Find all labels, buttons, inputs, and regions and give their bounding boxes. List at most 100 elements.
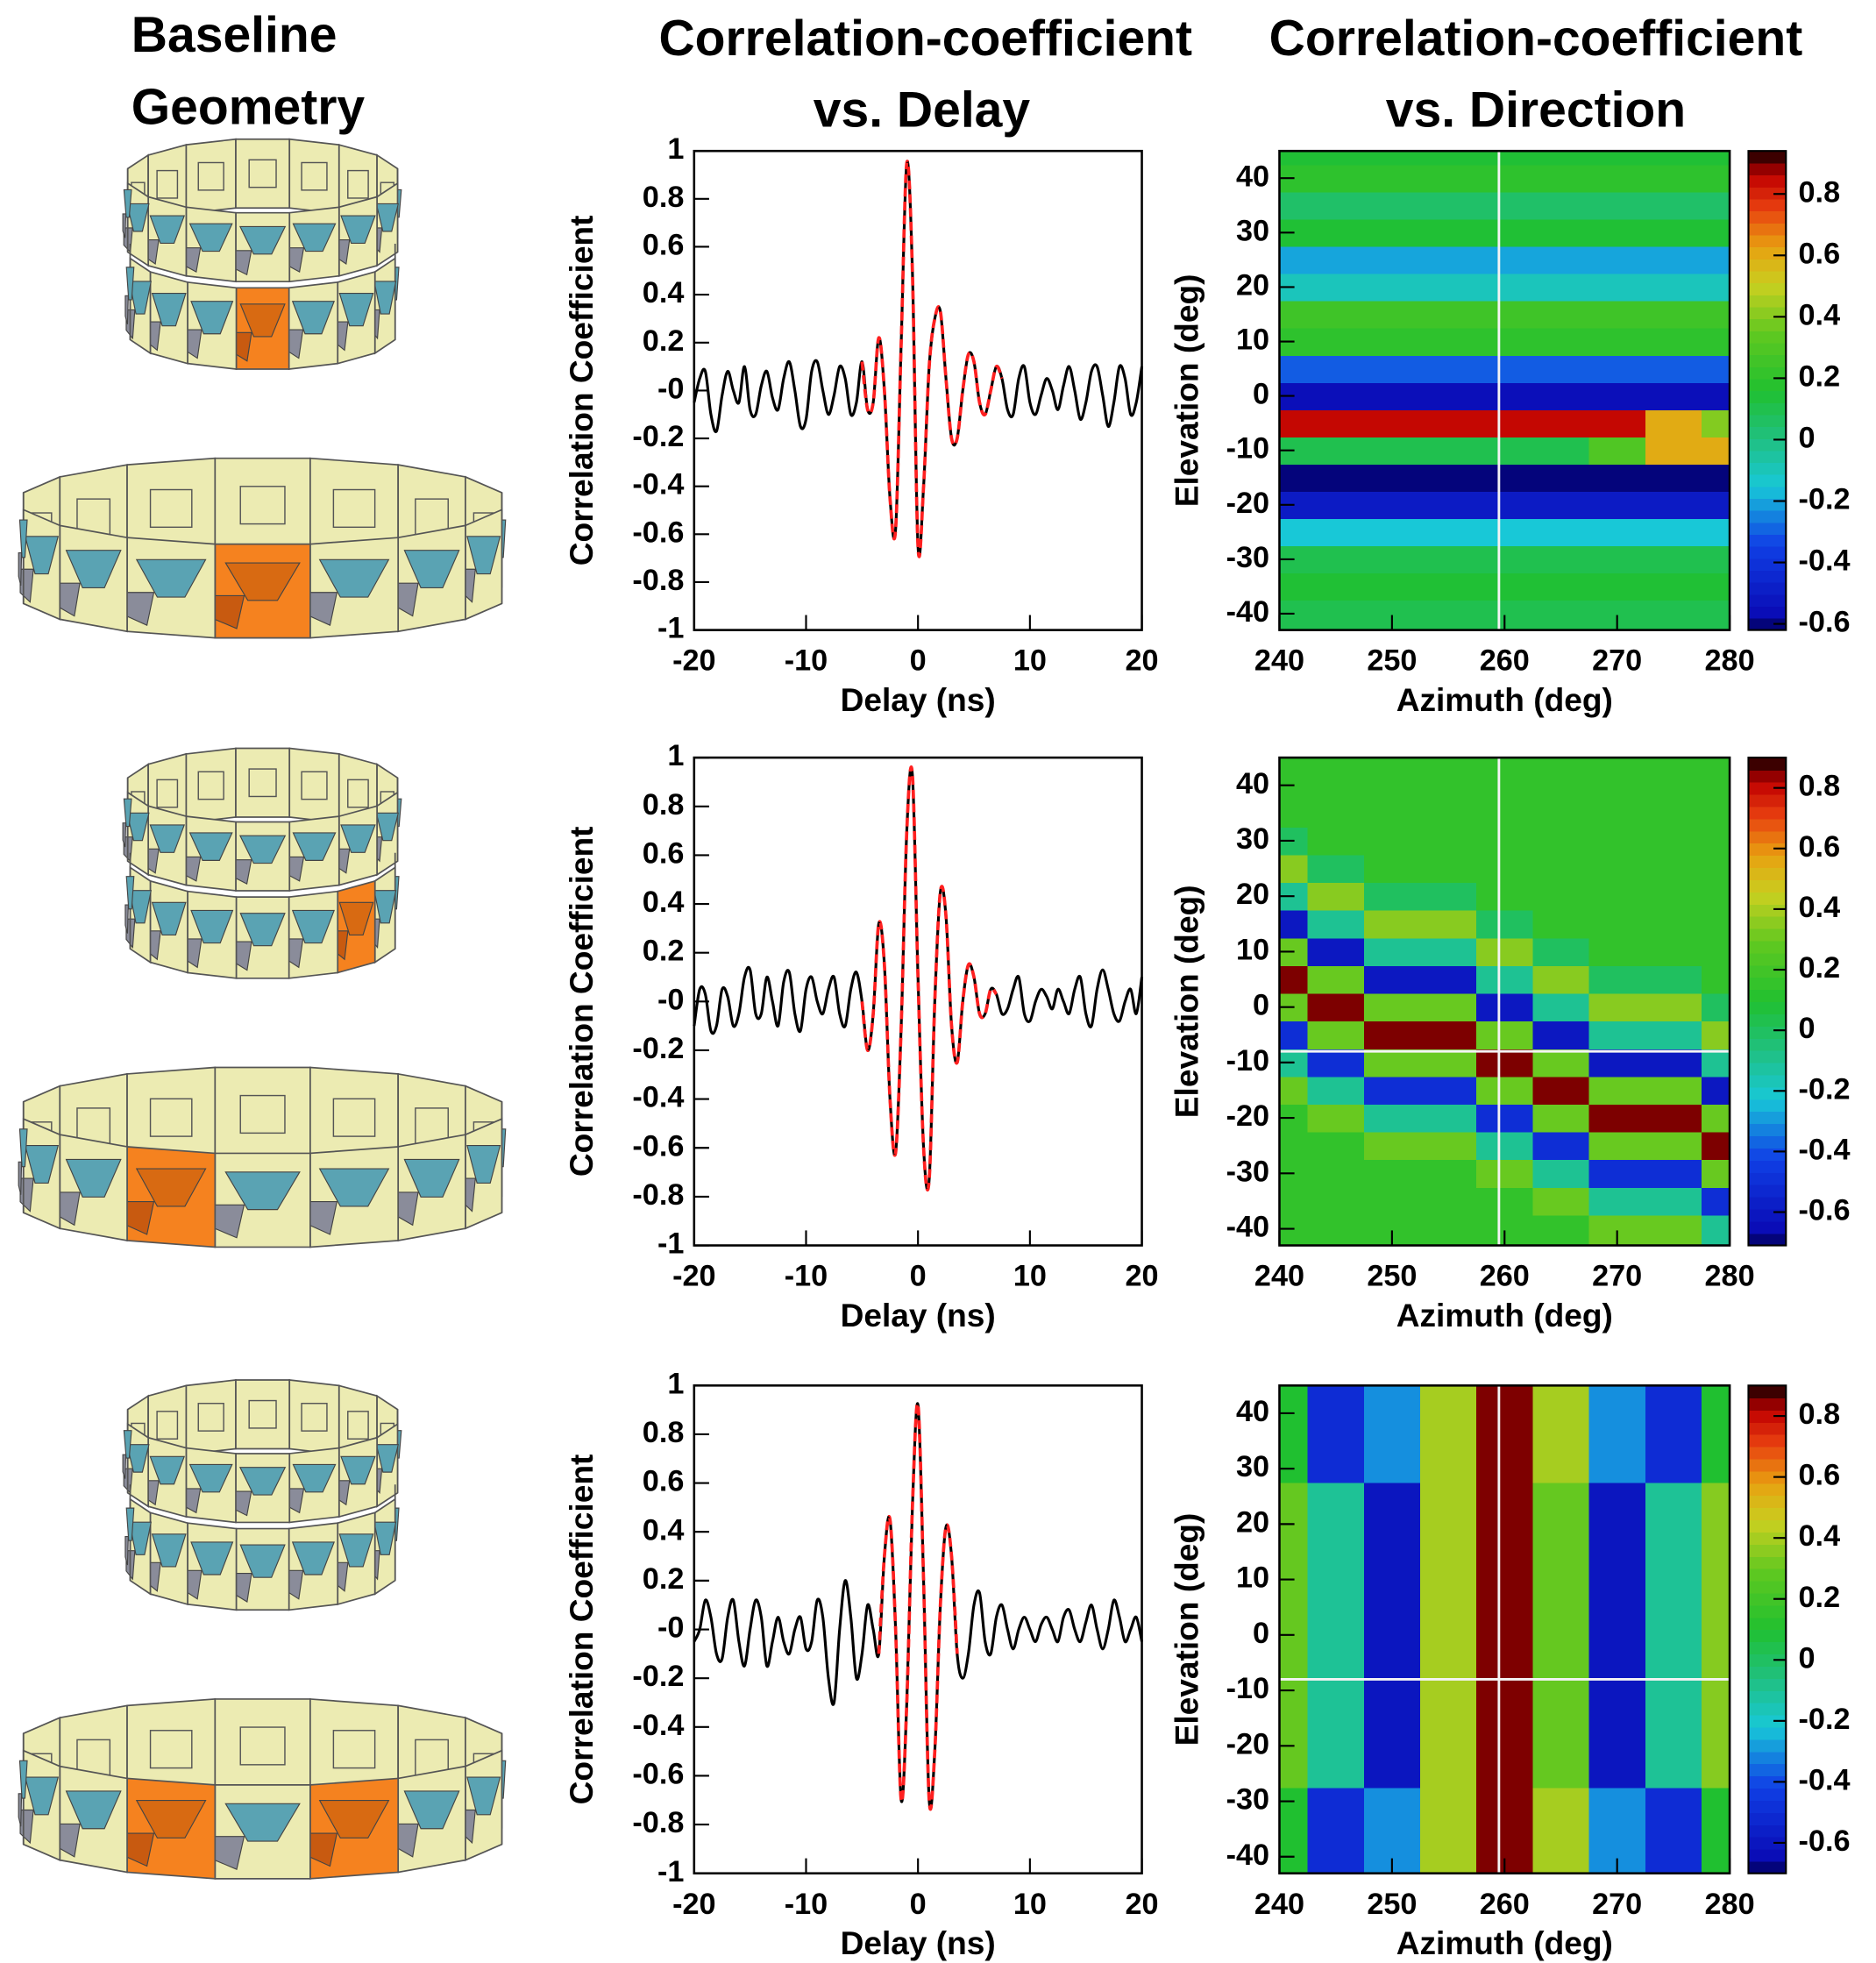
heat-cell bbox=[1476, 192, 1533, 220]
heat-cell bbox=[1364, 1049, 1421, 1077]
heat-cell bbox=[1420, 1732, 1477, 1760]
column-header: Baseline bbox=[131, 7, 338, 63]
heat-cell bbox=[1589, 246, 1646, 274]
heat-cell bbox=[1532, 545, 1589, 573]
heat-cell bbox=[1476, 800, 1533, 828]
heat-cell bbox=[1420, 772, 1477, 800]
heat-cell bbox=[1645, 1649, 1702, 1677]
heat-cell bbox=[1476, 1021, 1533, 1049]
colorbar-tick-label: 0.6 bbox=[1799, 830, 1841, 864]
heat-cell bbox=[1364, 882, 1421, 910]
heat-cell bbox=[1589, 757, 1646, 772]
heat-cell bbox=[1279, 965, 1308, 993]
heat-cell bbox=[1364, 800, 1421, 828]
heat-cell bbox=[1702, 757, 1730, 772]
heat-cell bbox=[1420, 1538, 1477, 1566]
colorbar-tick-label: 0 bbox=[1799, 421, 1816, 454]
heat-cell bbox=[1476, 355, 1533, 383]
heat-cell bbox=[1589, 301, 1646, 329]
page: Baseline Geometry Correlation-coefficien… bbox=[0, 0, 1876, 1963]
heat-cell bbox=[1702, 1621, 1730, 1649]
heat-cell bbox=[1308, 1815, 1365, 1843]
y-axis-title: Correlation Coefficient bbox=[563, 826, 600, 1177]
heat-cell bbox=[1476, 165, 1533, 193]
heat-cell bbox=[1645, 882, 1702, 910]
colorbar-tick-label: 0.2 bbox=[1799, 359, 1841, 393]
colorbar-tick-label: -0.2 bbox=[1799, 483, 1851, 516]
y-axis-title: Elevation (deg) bbox=[1169, 885, 1205, 1118]
heat-cell bbox=[1532, 1676, 1589, 1704]
heat-cell bbox=[1532, 1593, 1589, 1621]
heat-cell bbox=[1420, 1676, 1477, 1704]
colorbar-step bbox=[1748, 1800, 1786, 1813]
heat-cell bbox=[1532, 1215, 1589, 1246]
heat-cell bbox=[1279, 1427, 1308, 1455]
heat-cell bbox=[1364, 1732, 1421, 1760]
antenna-panel bbox=[186, 1380, 236, 1454]
heat-cell bbox=[1645, 1511, 1702, 1539]
heat-cell bbox=[1645, 246, 1702, 274]
heat-cell bbox=[1476, 855, 1533, 883]
heat-cell bbox=[1476, 545, 1533, 573]
colorbar-step bbox=[1748, 151, 1786, 163]
heat-cell bbox=[1308, 757, 1365, 772]
heat-cell bbox=[1364, 855, 1421, 883]
heat-cell bbox=[1645, 192, 1702, 220]
heat-cell bbox=[1702, 1077, 1730, 1105]
heat-cell bbox=[1589, 1187, 1646, 1215]
heat-cell bbox=[1476, 1649, 1533, 1677]
y-tick-label: -10 bbox=[1226, 1044, 1269, 1078]
colorbar-tick-label: 0.6 bbox=[1799, 237, 1841, 270]
heat-cell bbox=[1279, 1483, 1308, 1511]
heat-cell bbox=[1420, 355, 1477, 383]
heat-cell bbox=[1476, 1399, 1533, 1427]
heat-cell bbox=[1308, 855, 1365, 883]
heat-cell bbox=[1308, 437, 1365, 465]
y-tick-label: 0.8 bbox=[643, 181, 685, 214]
heat-cell bbox=[1364, 1760, 1421, 1788]
heat-cell bbox=[1476, 910, 1533, 938]
colorbar-step bbox=[1748, 1483, 1786, 1497]
x-tick-label: -20 bbox=[672, 1888, 715, 1921]
heat-cell bbox=[1645, 1399, 1702, 1427]
heat-cell bbox=[1308, 409, 1365, 437]
heat-cell bbox=[1476, 246, 1533, 274]
x-axis-title: Azimuth (deg) bbox=[1396, 1297, 1613, 1334]
x-axis-title: Delay (ns) bbox=[841, 681, 996, 718]
colorbar-step bbox=[1748, 534, 1786, 546]
colorbar-step bbox=[1748, 978, 1786, 991]
heat-cell bbox=[1308, 1649, 1365, 1677]
colorbar-step bbox=[1748, 1507, 1786, 1520]
heat-cell bbox=[1476, 1788, 1533, 1816]
heat-cell bbox=[1645, 938, 1702, 966]
heat-cell bbox=[1702, 437, 1730, 465]
heat-cell bbox=[1476, 573, 1533, 601]
y-tick-label: 0.2 bbox=[643, 324, 685, 358]
heat-cell bbox=[1702, 1566, 1730, 1594]
heat-cell bbox=[1476, 827, 1533, 855]
colorbar-tick-label: 0.4 bbox=[1799, 891, 1841, 924]
y-tick-label: 0.2 bbox=[643, 1562, 685, 1596]
heat-cell bbox=[1645, 491, 1702, 519]
colorbar-step bbox=[1748, 175, 1786, 188]
heat-cell bbox=[1476, 1815, 1533, 1843]
x-tick-label: -20 bbox=[672, 644, 715, 678]
colorbar-step bbox=[1748, 1123, 1786, 1136]
heat-cell bbox=[1645, 1454, 1702, 1483]
heat-cell bbox=[1476, 1760, 1533, 1788]
colorbar-step bbox=[1748, 1727, 1786, 1740]
heat-cell bbox=[1420, 993, 1477, 1021]
heat-cell bbox=[1420, 800, 1477, 828]
heat-cell bbox=[1645, 1788, 1702, 1816]
heat-cell bbox=[1364, 1077, 1421, 1105]
heat-cell bbox=[1420, 246, 1477, 274]
colorbar-step bbox=[1748, 1519, 1786, 1533]
heat-cell bbox=[1702, 1132, 1730, 1160]
colorbar-step bbox=[1748, 807, 1786, 820]
heat-cell bbox=[1645, 1676, 1702, 1704]
colorbar-step bbox=[1748, 402, 1786, 415]
heat-cell bbox=[1589, 1788, 1646, 1816]
heat-cell bbox=[1645, 800, 1702, 828]
heat-cell bbox=[1308, 1732, 1365, 1760]
heat-cell bbox=[1364, 1704, 1421, 1732]
